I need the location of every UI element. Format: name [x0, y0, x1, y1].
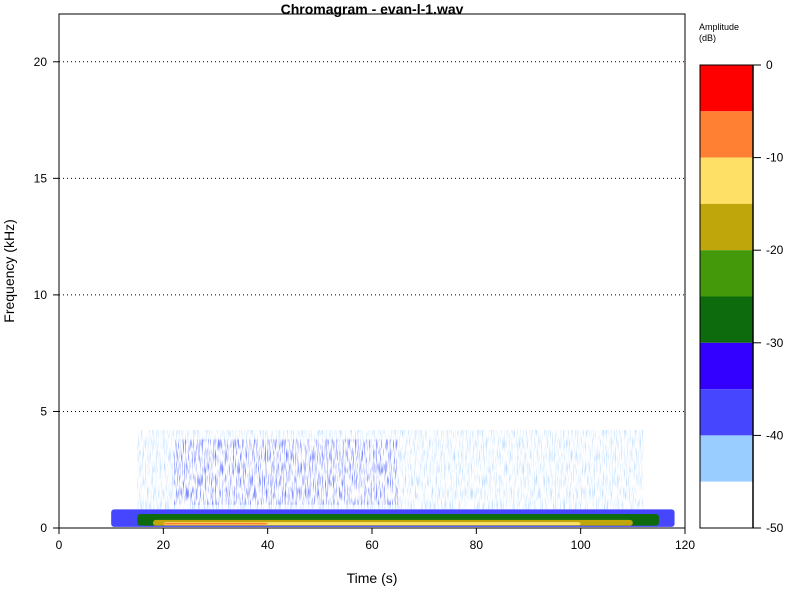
energy-region	[163, 522, 581, 526]
colorbar-level	[700, 157, 753, 204]
x-tick-label: 100	[571, 538, 591, 552]
energy-region	[163, 522, 268, 525]
colorbar-tick-label: -10	[766, 151, 784, 165]
x-tick-label: 0	[56, 538, 63, 552]
y-tick-label: 5	[40, 404, 47, 418]
colorbar-level	[700, 296, 753, 343]
colorbar-level	[700, 65, 753, 112]
y-axis-label: Frequency (kHz)	[1, 219, 17, 322]
colorbar-tick-label: -40	[766, 428, 784, 442]
x-axis: 0 20 40 60 80 100 120	[56, 527, 695, 552]
y-tick-label: 10	[34, 288, 48, 302]
chart-title: Chromagram - evan-l-1.wav	[281, 1, 464, 17]
colorbar-tick-label: 0	[766, 58, 773, 72]
colorbar-level	[700, 481, 753, 528]
energy-region	[173, 439, 399, 505]
colorbar: Amplitude (dB) 0 -10 -20 -30 -40 -50	[699, 22, 784, 535]
spectral-energy	[111, 430, 675, 527]
colorbar-level	[700, 342, 753, 390]
colorbar-level	[700, 389, 753, 436]
y-tick-label: 0	[40, 521, 47, 535]
y-axis: 0 5 10 15 20	[34, 14, 60, 535]
colorbar-level	[700, 111, 753, 158]
colorbar-level	[700, 435, 753, 482]
colorbar-title: Amplitude	[699, 22, 739, 32]
x-tick-label: 60	[365, 538, 379, 552]
colorbar-unit: (dB)	[699, 33, 716, 43]
x-tick-label: 120	[675, 538, 695, 552]
colorbar-levels: 0 -10 -20 -30 -40 -50	[699, 58, 784, 535]
x-tick-label: 20	[157, 538, 171, 552]
colorbar-tick-label: -20	[766, 243, 784, 257]
colorbar-level	[700, 203, 753, 251]
x-tick-label: 80	[470, 538, 484, 552]
colorbar-tick-label: -30	[766, 336, 784, 350]
gridlines	[59, 61, 685, 412]
colorbar-level	[700, 250, 753, 297]
y-tick-label: 15	[34, 171, 48, 185]
x-tick-label: 40	[261, 538, 275, 552]
y-tick-label: 20	[34, 55, 48, 69]
colorbar-tick-label: -50	[766, 521, 784, 535]
x-axis-label: Time (s)	[347, 570, 398, 586]
